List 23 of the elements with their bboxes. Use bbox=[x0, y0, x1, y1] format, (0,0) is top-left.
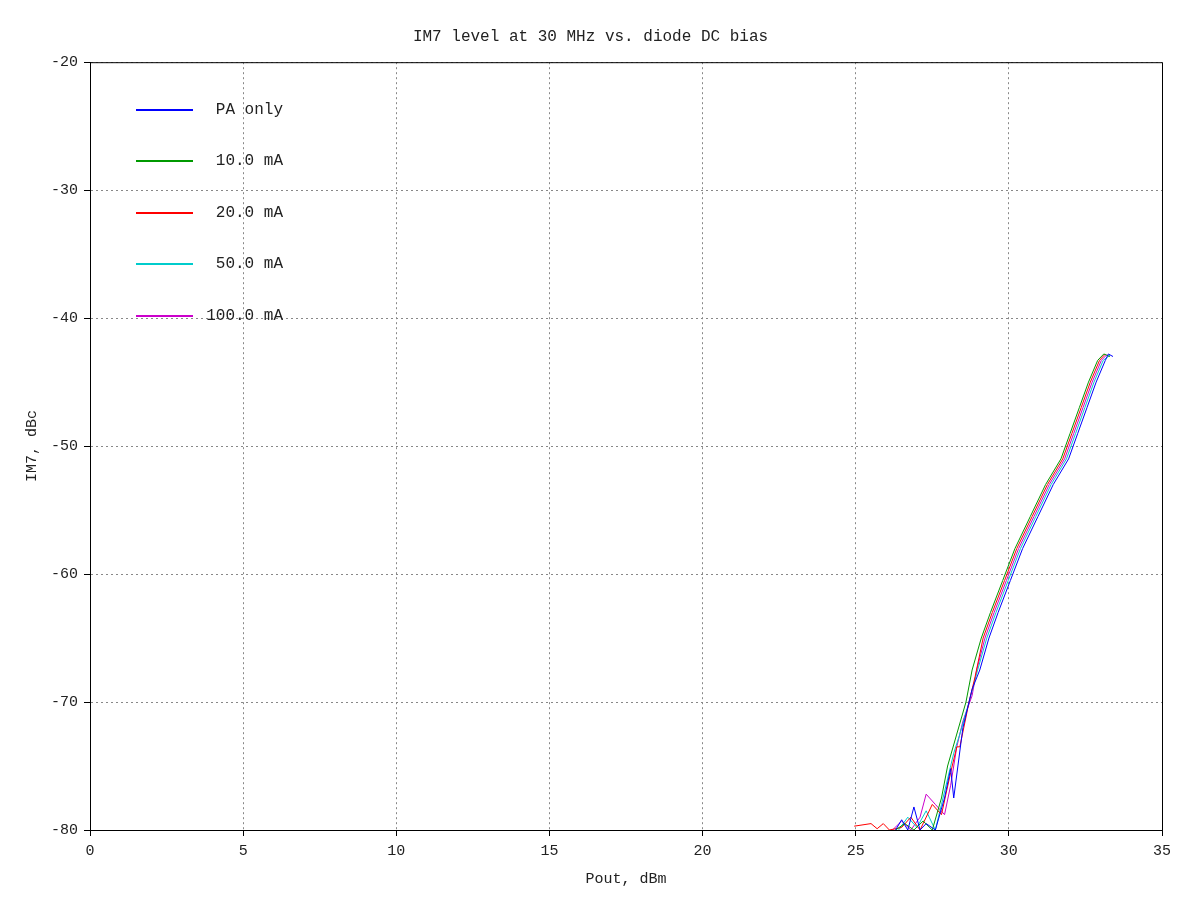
x-tick-label: 20 bbox=[693, 842, 712, 860]
y-tick-label: -70 bbox=[50, 694, 78, 711]
y-axis-title: IM7, dBc bbox=[23, 410, 41, 483]
y-tick-label: -80 bbox=[50, 821, 78, 839]
x-tick-label: 0 bbox=[85, 842, 95, 860]
x-tick-label: 25 bbox=[846, 842, 865, 860]
chart-title: IM7 level at 30 MHz vs. diode DC bias bbox=[412, 27, 769, 46]
legend-label: 100.0 mA bbox=[205, 306, 283, 325]
y-tick-label: -60 bbox=[50, 566, 78, 584]
x-tick-label: 5 bbox=[238, 842, 248, 860]
x-tick-label: 15 bbox=[540, 842, 559, 860]
legend-label: 10.0 mA bbox=[214, 152, 283, 171]
legend-label: 20.0 mA bbox=[214, 203, 283, 222]
y-tick-label: -20 bbox=[50, 54, 78, 72]
y-tick-label: -50 bbox=[50, 438, 78, 456]
legend-label: 50.0 mA bbox=[214, 255, 283, 274]
x-tick-label: 30 bbox=[999, 842, 1018, 860]
legend-label: PA only bbox=[214, 100, 283, 119]
x-axis-title: Pout, dBm bbox=[585, 870, 667, 888]
x-tick-label: 10 bbox=[387, 842, 406, 860]
y-tick-label: -30 bbox=[50, 182, 78, 200]
x-tick-label: 35 bbox=[1152, 842, 1172, 860]
y-tick-label: -40 bbox=[50, 310, 78, 328]
